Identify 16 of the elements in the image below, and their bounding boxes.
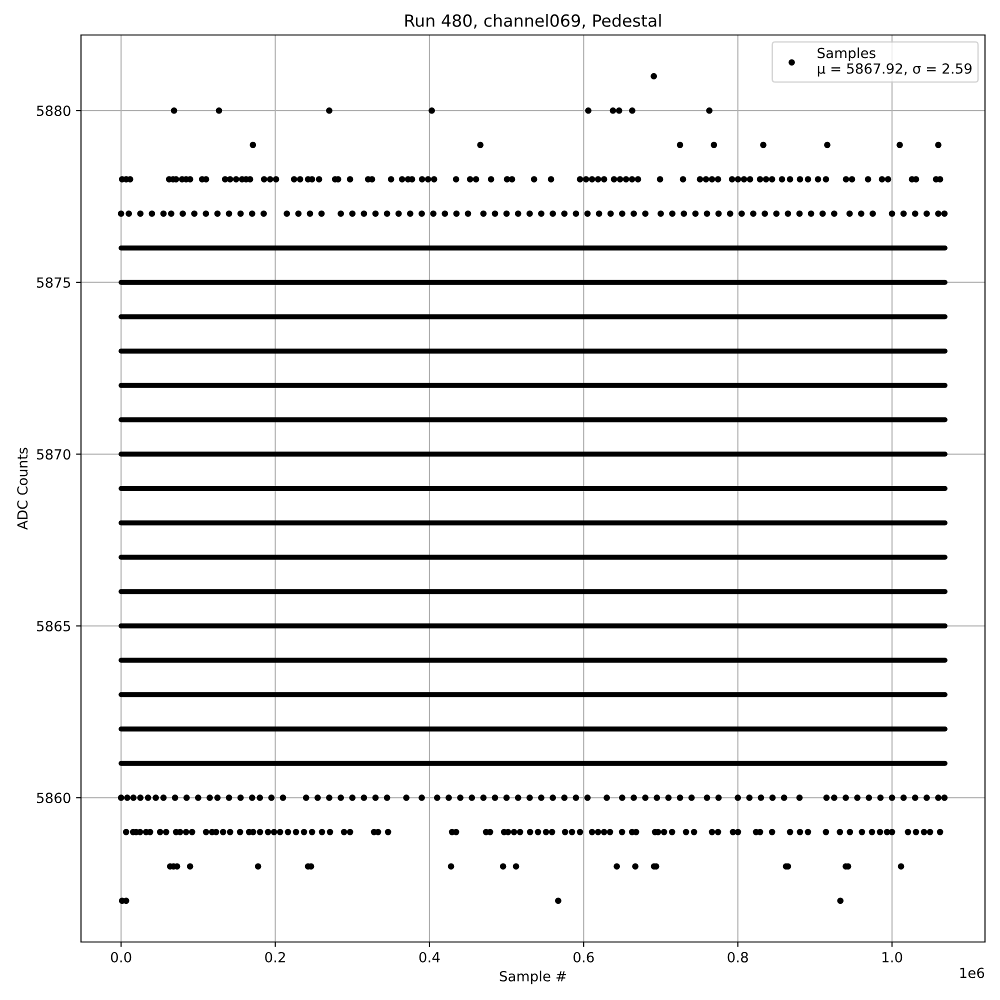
y-tick-label: 5870 [37, 449, 70, 460]
y-axis-title: ADC Counts [17, 448, 28, 530]
legend-label: Samples μ = 5867.92, σ = 2.59 [818, 48, 972, 76]
x-tick-label: 0.4 [419, 952, 440, 962]
x-axis-title: Sample # [500, 970, 566, 984]
y-tick-label: 5865 [37, 620, 70, 632]
x-tick-label: 1.0 [882, 952, 902, 962]
y-tick-label: 5860 [37, 792, 70, 804]
x-tick-label: 0.2 [265, 952, 285, 962]
chart-title: Run 480, channel069, Pedestal [405, 14, 661, 29]
x-tick-label: 0.0 [110, 952, 132, 962]
x-tick-label: 0.6 [574, 952, 594, 962]
y-tick-label: 5880 [37, 106, 70, 116]
text: 1e6 [960, 968, 984, 978]
x-tick-label: 0.8 [728, 952, 748, 962]
y-tick-label: 5875 [37, 277, 70, 288]
